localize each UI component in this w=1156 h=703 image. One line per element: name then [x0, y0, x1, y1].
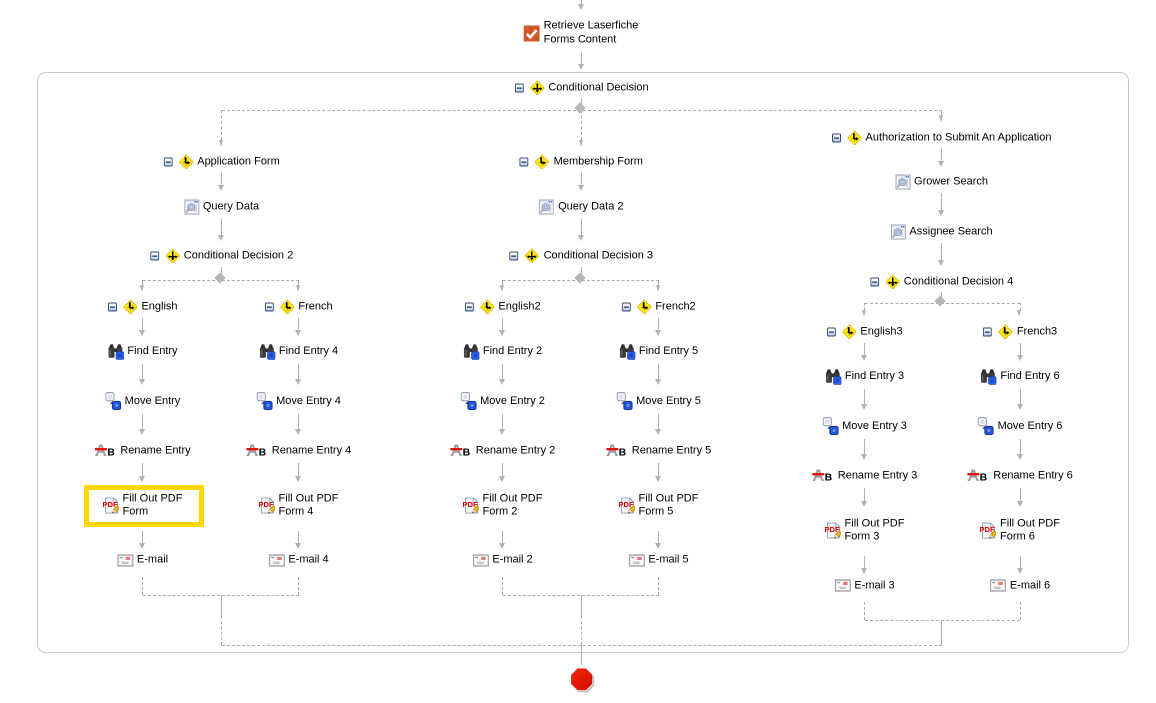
svg-text:PDF: PDF	[619, 500, 634, 509]
svg-text:B: B	[107, 446, 115, 456]
svg-text:B: B	[462, 446, 470, 456]
svg-text:PDF: PDF	[259, 500, 274, 509]
svg-text:PDF: PDF	[980, 525, 995, 534]
svg-text:B: B	[618, 446, 626, 456]
svg-text:PDF: PDF	[103, 500, 118, 509]
svg-text:PDF: PDF	[825, 525, 840, 534]
svg-text:PDF: PDF	[463, 500, 478, 509]
svg-text:B: B	[980, 471, 988, 481]
svg-text:B: B	[258, 446, 266, 456]
svg-text:B: B	[824, 471, 832, 481]
